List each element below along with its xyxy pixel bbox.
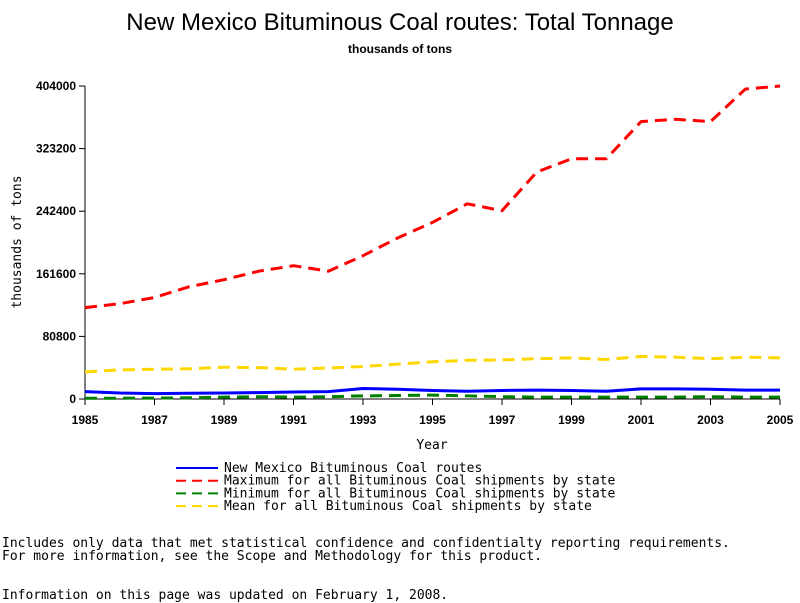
y-axis-label: thousands of tons xyxy=(10,175,25,308)
chart-subtitle: thousands of tons xyxy=(348,42,452,56)
series-lines xyxy=(84,84,781,400)
x-tick-label: 1997 xyxy=(489,413,516,427)
chart-legend: New Mexico Bituminous Coal routesMaximum… xyxy=(176,461,616,514)
series-line-1 xyxy=(84,84,781,310)
x-tick-label: 1991 xyxy=(280,413,307,427)
x-axis-label: Year xyxy=(416,438,447,453)
x-ticks: 1985 1987 1989 1991 1993 1995 1997 1999 2001 2003… xyxy=(72,399,794,427)
x-tick-label: 1993 xyxy=(350,413,377,427)
x-tick-label: 1989 xyxy=(211,413,238,427)
footnote-methodology: For more information, see the Scope and … xyxy=(2,549,543,564)
y-ticks: 0 80800 161600 242400 323200 404000 xyxy=(36,79,85,406)
x-tick-label: 1995 xyxy=(419,413,446,427)
y-tick-label: 0 xyxy=(69,392,76,406)
x-tick-label: 1999 xyxy=(558,413,585,427)
y-tick-label: 404000 xyxy=(36,79,76,93)
series-line-0 xyxy=(84,387,780,396)
series-line-3 xyxy=(84,354,781,374)
y-tick-label: 242400 xyxy=(36,204,76,218)
legend-label: Minimum for all Bituminous Coal shipment… xyxy=(224,486,616,501)
footnote-confidence: Includes only data that met statistical … xyxy=(2,536,730,551)
x-tick-label: 2001 xyxy=(628,413,655,427)
legend-label: New Mexico Bituminous Coal routes xyxy=(224,461,482,476)
series-line-2 xyxy=(85,393,780,400)
legend-label: Maximum for all Bituminous Coal shipment… xyxy=(224,474,616,489)
chart-title: New Mexico Bituminous Coal routes: Total… xyxy=(126,9,673,36)
footnote-updated: Information on this page was updated on … xyxy=(2,588,449,603)
legend-label: Mean for all Bituminous Coal shipments b… xyxy=(224,499,592,514)
x-tick-label: 1987 xyxy=(141,413,168,427)
y-tick-label: 80800 xyxy=(43,329,77,343)
x-tick-label: 2005 xyxy=(767,413,794,427)
y-tick-label: 161600 xyxy=(36,267,76,281)
x-tick-label: 1985 xyxy=(72,413,99,427)
y-tick-label: 323200 xyxy=(36,142,76,156)
x-tick-label: 2003 xyxy=(697,413,724,427)
